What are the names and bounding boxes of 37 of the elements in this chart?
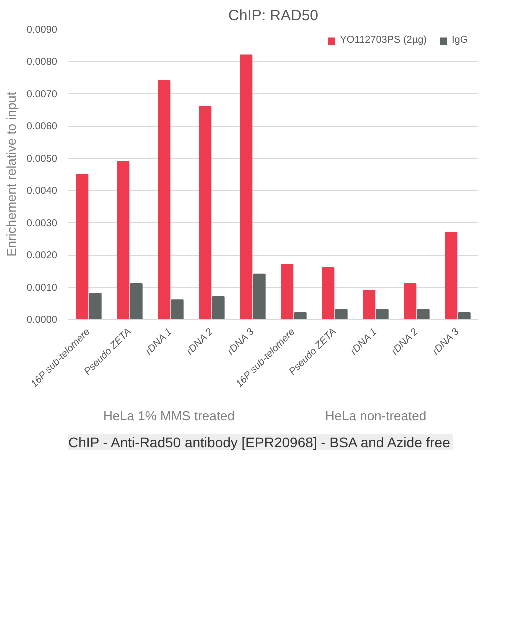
- bar: [404, 284, 417, 320]
- y-tick-label: 0.0070: [26, 89, 58, 100]
- y-tick-label: 0.0050: [26, 154, 58, 165]
- bar: [240, 54, 253, 320]
- y-tick-label: 0.0000: [26, 315, 58, 326]
- y-tick-label: 0.0030: [26, 218, 58, 230]
- bar: [281, 264, 294, 320]
- y-tick-label: 0.0090: [26, 25, 58, 36]
- bar: [171, 300, 184, 320]
- y-axis-title: Enrichement relative to input: [4, 92, 19, 257]
- y-tick-label: 0.0040: [26, 186, 58, 198]
- y-tick-label: 0.0080: [26, 57, 58, 68]
- bar: [294, 312, 307, 320]
- text: ChIP - Anti-Rad50 antibody [EPR20968] - BSA and Azide free: [68, 434, 451, 450]
- bar: [130, 284, 143, 320]
- bar: [212, 296, 225, 320]
- legend-label: YO112703PS (2µg): [340, 35, 427, 46]
- bar: [417, 309, 430, 320]
- bar: [89, 293, 102, 320]
- legend-label: IgG: [452, 35, 470, 46]
- bar: [322, 267, 335, 320]
- y-tick-label: 0.0060: [26, 122, 58, 133]
- bar: [117, 161, 130, 320]
- bar: [199, 106, 212, 320]
- bar: [335, 309, 348, 320]
- chart-title: ChIP: RAD50: [228, 8, 319, 24]
- bar: [363, 290, 376, 320]
- text: HeLa non-treated: [325, 408, 427, 424]
- bar: [158, 80, 171, 320]
- y-tick-label: 0.0020: [26, 250, 58, 262]
- bar: [376, 309, 389, 320]
- bar: [76, 174, 89, 320]
- bar: [445, 232, 458, 320]
- y-tick-label: 0.0010: [26, 282, 58, 294]
- bar: [253, 274, 266, 320]
- text: HeLa 1% MMS treated: [103, 408, 235, 424]
- bar: [458, 312, 471, 320]
